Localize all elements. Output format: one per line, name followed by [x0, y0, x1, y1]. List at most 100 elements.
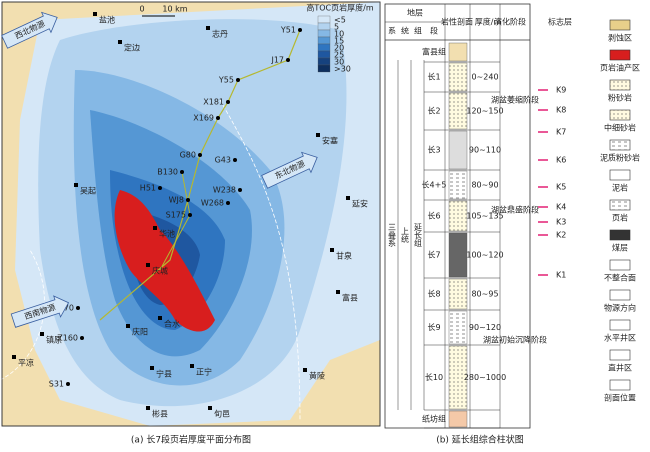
legend-label: 粉砂岩 [608, 93, 632, 103]
header: 段 [430, 26, 438, 36]
well [186, 198, 190, 202]
member: 长1 [427, 72, 440, 82]
legend-swatch [609, 109, 631, 121]
header: 演化阶段 [494, 17, 526, 27]
town-label: 宁县 [156, 369, 172, 379]
legend-label: 煤层 [612, 243, 628, 253]
legend-label: 水平井区 [604, 333, 636, 343]
lithology [448, 42, 468, 62]
well [216, 116, 220, 120]
town [303, 368, 307, 372]
arrow-shape [10, 295, 70, 328]
well-label: X181 [203, 98, 224, 107]
well-label: G80 [180, 151, 196, 160]
legend-swatch [609, 289, 631, 301]
legend-label: 剖面位置 [604, 393, 636, 403]
legend-swatch [609, 379, 631, 391]
town [153, 226, 157, 230]
thickness: 280~1000 [464, 373, 506, 382]
header: 标志层 [548, 17, 572, 27]
marker-label: K7 [556, 128, 566, 137]
well-label: S31 [49, 380, 64, 389]
legend-level: <5 [334, 16, 346, 25]
legend-level: 20 [334, 44, 344, 53]
thickness: 80~95 [471, 290, 498, 299]
marker-label: K4 [556, 203, 566, 212]
town [93, 12, 97, 16]
legend-label: 页岩 [612, 213, 628, 223]
thickness: 90~110 [469, 146, 501, 155]
thickness: 100~120 [466, 251, 503, 260]
lithology [448, 170, 468, 200]
legend-swatch [609, 199, 631, 211]
arrow-shape [261, 151, 318, 189]
well [198, 153, 202, 157]
well-label: W268 [201, 199, 224, 208]
legend-swatch [609, 49, 631, 61]
lithology [448, 410, 468, 428]
town-label: 甘泉 [336, 251, 352, 261]
legend-swatch [609, 19, 631, 31]
town [330, 248, 334, 252]
lithology [448, 278, 468, 310]
marker-label: K9 [556, 86, 566, 95]
town-label: 富县 [342, 293, 358, 303]
marker-label: K5 [556, 183, 566, 192]
lithology [448, 62, 468, 92]
town [206, 26, 210, 30]
well [286, 58, 290, 62]
scale-label: 0 [139, 5, 144, 14]
member: 长10 [425, 372, 443, 382]
member: 富县组 [422, 47, 446, 57]
town [118, 40, 122, 44]
town-label: 正宁 [196, 367, 212, 377]
legend-level: 10 [334, 30, 344, 39]
town-label: 盐池 [99, 15, 115, 25]
well [76, 306, 80, 310]
town-label: 安塞 [322, 136, 338, 146]
well [80, 336, 84, 340]
arrow-shape [1, 11, 58, 49]
well [238, 188, 242, 192]
legend-swatch [609, 229, 631, 241]
town [158, 316, 162, 320]
series: 上统 [401, 227, 410, 244]
legend-label: 剥蚀区 [608, 33, 632, 43]
thickness: 0~240 [471, 73, 498, 82]
legend-label: 物源方向 [604, 303, 636, 313]
town [346, 196, 350, 200]
legend-swatch [609, 79, 631, 91]
lithology [448, 232, 468, 278]
stage: 湖盆初始沉降阶段 [483, 335, 547, 345]
legend-label: 泥质粉砂岩 [600, 153, 640, 163]
well-label: WJ8 [169, 196, 184, 205]
town [208, 406, 212, 410]
marker-label: K3 [556, 218, 566, 227]
member: 长3 [427, 145, 440, 155]
header: 岩性剖面 [441, 17, 473, 27]
well [236, 78, 240, 82]
marker-label: K2 [556, 231, 566, 240]
header: 地层 [407, 8, 423, 18]
town-label: 黄陵 [309, 371, 325, 381]
caption: (a) 长7段页岩厚度平面分布图 [131, 434, 251, 446]
well-label: X169 [193, 114, 214, 123]
legend-label: 中细砂岩 [604, 123, 636, 133]
legend-swatch [609, 259, 631, 271]
legend-level: 30 [334, 58, 344, 67]
lithology [448, 200, 468, 232]
town-label: 镇原 [46, 335, 62, 345]
well-label: S175 [166, 211, 186, 220]
legend-label: 页岩油产区 [600, 63, 640, 73]
town-label: 庆城 [152, 266, 168, 276]
member: 长2 [427, 106, 440, 116]
town [126, 324, 130, 328]
well-label: J17 [270, 56, 284, 65]
legend-swatch [317, 57, 331, 66]
town [190, 364, 194, 368]
legend-swatch [609, 319, 631, 331]
system: 三叠系 [388, 223, 397, 247]
scale-label: 10 km [162, 5, 187, 14]
well-label: G43 [215, 156, 231, 165]
